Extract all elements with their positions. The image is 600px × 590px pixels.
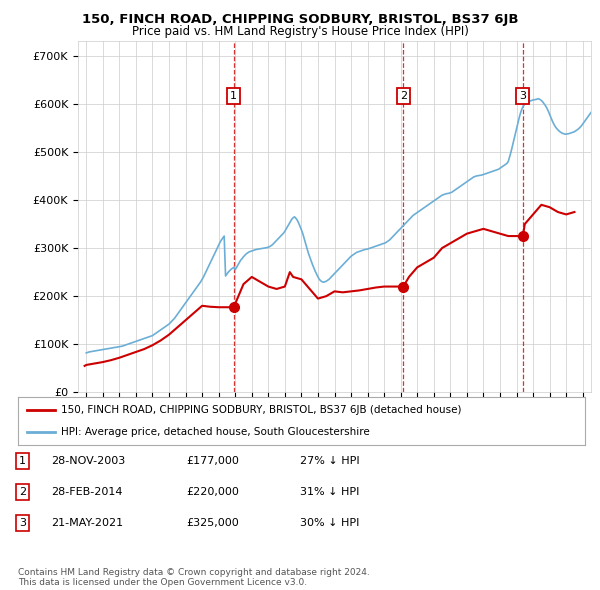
Text: 2: 2 <box>400 91 407 101</box>
Text: £220,000: £220,000 <box>186 487 239 497</box>
Text: 30% ↓ HPI: 30% ↓ HPI <box>300 518 359 527</box>
Text: 27% ↓ HPI: 27% ↓ HPI <box>300 457 359 466</box>
Text: 28-NOV-2003: 28-NOV-2003 <box>51 457 125 466</box>
Text: 3: 3 <box>19 518 26 527</box>
Text: Price paid vs. HM Land Registry's House Price Index (HPI): Price paid vs. HM Land Registry's House … <box>131 25 469 38</box>
Text: 150, FINCH ROAD, CHIPPING SODBURY, BRISTOL, BS37 6JB (detached house): 150, FINCH ROAD, CHIPPING SODBURY, BRIST… <box>61 405 461 415</box>
Text: 28-FEB-2014: 28-FEB-2014 <box>51 487 122 497</box>
Text: 150, FINCH ROAD, CHIPPING SODBURY, BRISTOL, BS37 6JB: 150, FINCH ROAD, CHIPPING SODBURY, BRIST… <box>82 13 518 26</box>
Text: HPI: Average price, detached house, South Gloucestershire: HPI: Average price, detached house, Sout… <box>61 427 369 437</box>
Text: £177,000: £177,000 <box>186 457 239 466</box>
Text: 1: 1 <box>230 91 237 101</box>
Text: 31% ↓ HPI: 31% ↓ HPI <box>300 487 359 497</box>
Text: 2: 2 <box>19 487 26 497</box>
Text: Contains HM Land Registry data © Crown copyright and database right 2024.
This d: Contains HM Land Registry data © Crown c… <box>18 568 370 587</box>
Text: 1: 1 <box>19 457 26 466</box>
Text: £325,000: £325,000 <box>186 518 239 527</box>
Text: 21-MAY-2021: 21-MAY-2021 <box>51 518 123 527</box>
Text: 3: 3 <box>520 91 526 101</box>
